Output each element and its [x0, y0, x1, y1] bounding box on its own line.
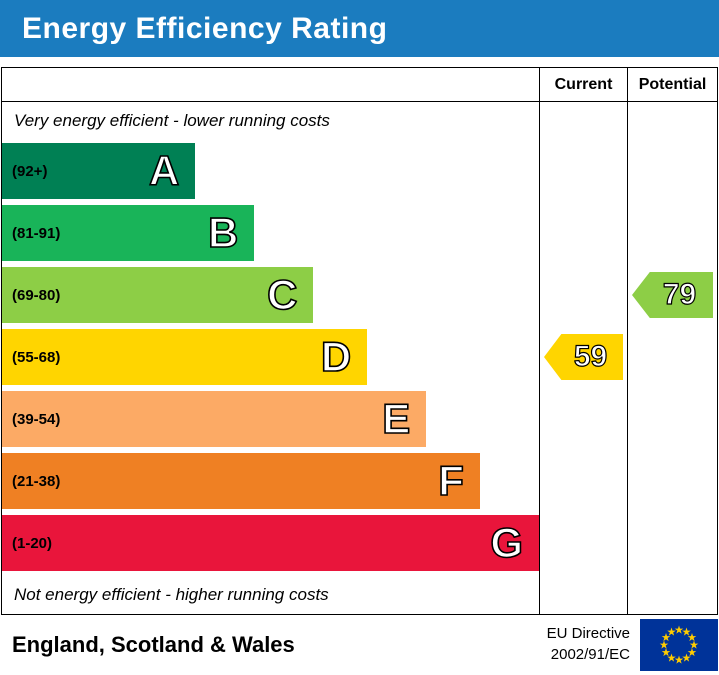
footer: England, Scotland & Wales EU Directive 2…	[0, 615, 719, 674]
potential-column-body: 79	[627, 102, 717, 614]
bottom-note: Not energy efficient - higher running co…	[14, 585, 329, 604]
title-bar: Energy Efficiency Rating	[0, 0, 719, 57]
main-column-body: Very energy efficient - lower running co…	[2, 102, 539, 614]
potential-rating-value: 79	[662, 278, 697, 311]
band-letter: F	[437, 457, 464, 504]
band-letter: G	[490, 519, 524, 566]
band-bar-f: (21-38) F	[2, 453, 480, 509]
band-row-a: (92+) A	[2, 140, 539, 202]
band-range-label: (69-80)	[12, 286, 61, 304]
main-column-header	[2, 68, 539, 102]
band-range-label: (39-54)	[12, 410, 61, 428]
band-bar-g: (1-20) G	[2, 515, 539, 571]
bands: (92+) A (81-91) B (69-80) C (55-68) D (39-54) E (2…	[2, 140, 539, 574]
band-letter: D	[320, 333, 352, 380]
band-range-label: (55-68)	[12, 348, 61, 366]
band-bar-a: (92+) A	[2, 143, 196, 199]
band-bar-e: (39-54) E	[2, 391, 427, 447]
band-row-g: (1-20) G	[2, 512, 539, 574]
eu-directive-label: EU Directive 2002/91/EC	[547, 624, 640, 665]
epc-chart: Current Potential Very energy efficient …	[1, 67, 718, 615]
current-rating-value: 59	[573, 340, 608, 373]
region-label: England, Scotland & Wales	[12, 631, 295, 657]
band-row-c: (69-80) C	[2, 264, 539, 326]
band-row-d: (55-68) D	[2, 326, 539, 388]
band-range-label: (81-91)	[12, 224, 61, 242]
band-letter: E	[381, 395, 411, 442]
current-column-header: Current	[539, 68, 627, 102]
band-row-e: (39-54) E	[2, 388, 539, 450]
band-letter: C	[266, 271, 298, 318]
band-range-label: (1-20)	[12, 534, 53, 552]
eu-directive-line1: EU Directive	[546, 625, 630, 643]
band-bar-d: (55-68) D	[2, 329, 368, 385]
band-range-label: (92+)	[12, 162, 48, 180]
band-row-f: (21-38) F	[2, 450, 539, 512]
band-bar-b: (81-91) B	[2, 205, 255, 261]
band-bar-c: (69-80) C	[2, 267, 314, 323]
top-note: Very energy efficient - lower running co…	[14, 111, 330, 130]
eu-directive-line2: 2002/91/EC	[550, 645, 630, 663]
band-range-label: (21-38)	[12, 472, 61, 490]
current-rating-arrow: 59	[544, 334, 623, 380]
band-letter: B	[207, 209, 239, 256]
page-title: Energy Efficiency Rating	[22, 11, 388, 45]
current-column-body: 59	[539, 102, 627, 614]
band-letter: A	[148, 147, 180, 194]
eu-flag-icon	[640, 618, 718, 671]
potential-rating-arrow: 79	[632, 272, 713, 318]
band-row-b: (81-91) B	[2, 202, 539, 264]
potential-column-header: Potential	[627, 68, 717, 102]
